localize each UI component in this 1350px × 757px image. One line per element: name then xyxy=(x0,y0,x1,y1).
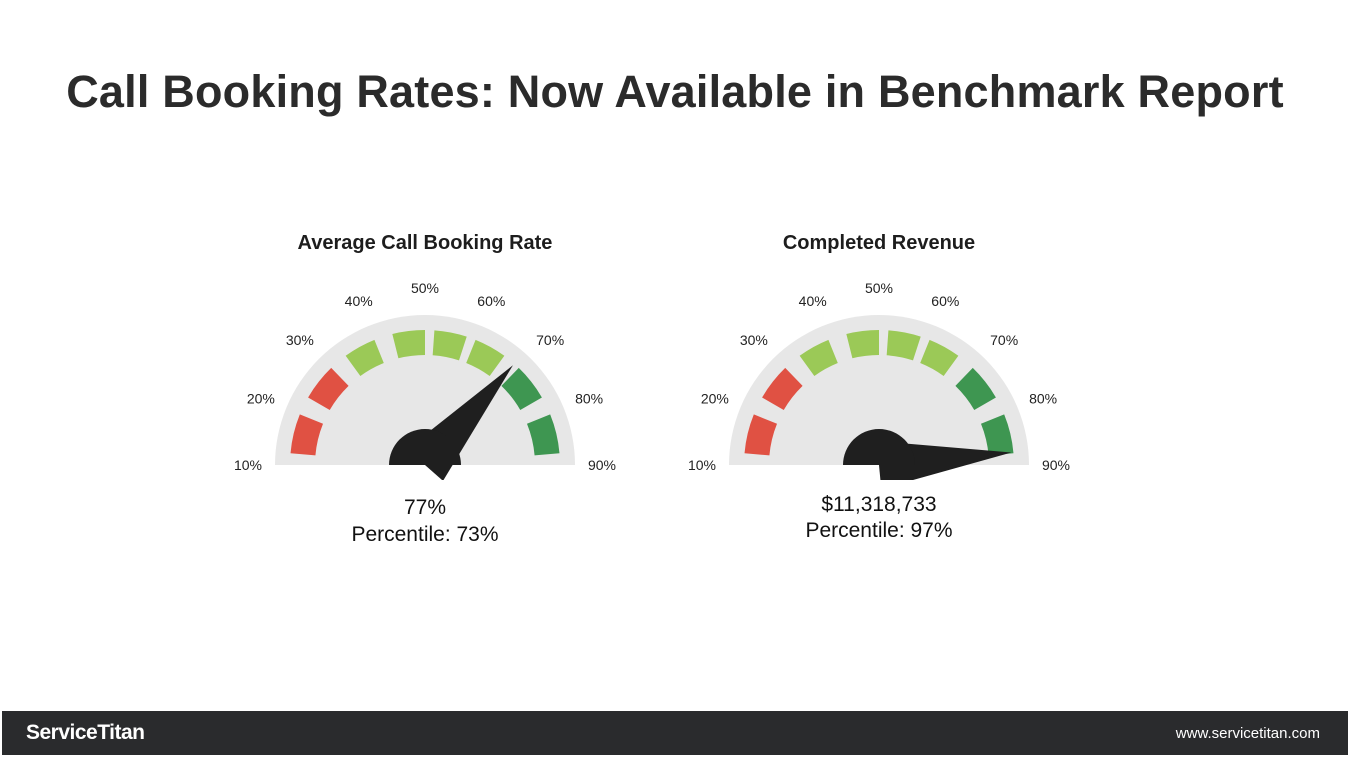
gauge-segment-3 xyxy=(345,339,384,377)
gauge-tick-label: 80% xyxy=(1029,391,1057,407)
gauge-tick-label: 10% xyxy=(688,457,716,473)
gauge-tick-label: 70% xyxy=(990,332,1018,348)
gauge-2-title: Completed Revenue xyxy=(782,232,976,254)
gauge-tick-label: 50% xyxy=(411,280,439,296)
gauge-tick-label: 20% xyxy=(247,391,275,407)
gauge-dial-background xyxy=(275,315,575,465)
gauge-tick-label: 40% xyxy=(799,293,827,309)
gauge-segment-7 xyxy=(501,367,542,410)
gauge-tick-label: 20% xyxy=(701,391,729,407)
gauge-tick-label: 90% xyxy=(1042,457,1070,473)
gauge-segment-6 xyxy=(466,339,505,377)
gauge-tick-label: 80% xyxy=(575,391,603,407)
gauge-segment-8 xyxy=(526,414,560,456)
gauge-segment-7 xyxy=(955,367,996,410)
gauge-segment-5 xyxy=(432,330,467,361)
gauge-2-value: $11,318,733 xyxy=(821,493,937,516)
gauge-tick-label: 70% xyxy=(536,332,564,348)
gauge-segment-6 xyxy=(920,339,959,377)
gauge-1-title: Average Call Booking Rate xyxy=(297,232,553,254)
gauge-segment-4 xyxy=(392,330,425,359)
gauge-segment-2 xyxy=(762,367,803,410)
gauge-segment-1 xyxy=(290,414,324,456)
gauge-hub xyxy=(389,429,461,465)
gauge-tick-label: 10% xyxy=(234,457,262,473)
gauge-segment-8 xyxy=(980,414,1014,456)
gauge-1-value: 77% xyxy=(403,496,447,519)
servicetitan-logo: ServiceTitan xyxy=(26,721,145,744)
footer-bar: ServiceTitan www.servicetitan.com xyxy=(2,711,1348,755)
gauge-tick-label: 30% xyxy=(740,332,768,348)
gauge-tick-label: 30% xyxy=(286,332,314,348)
page-title: Call Booking Rates: Now Available in Ben… xyxy=(66,66,1284,117)
gauge-dial-background xyxy=(729,315,1029,465)
gauge-1-percentile: Percentile: 73% xyxy=(351,523,499,546)
gauge-segment-5 xyxy=(886,330,921,361)
gauge-segment-3 xyxy=(799,339,838,377)
gauge-2-percentile: Percentile: 97% xyxy=(805,519,953,542)
gauge-tick-label: 50% xyxy=(865,280,893,296)
gauge-segment-1 xyxy=(744,414,778,456)
footer-url: www.servicetitan.com xyxy=(1175,725,1320,742)
gauge-segment-4 xyxy=(846,330,879,359)
gauge-tick-label: 60% xyxy=(931,293,959,309)
gauge-hub xyxy=(843,429,915,465)
gauge-tick-label: 40% xyxy=(345,293,373,309)
gauge-tick-label: 90% xyxy=(588,457,616,473)
gauge-segment-2 xyxy=(308,367,349,410)
gauge-tick-label: 60% xyxy=(477,293,505,309)
gauge-1-chart: 10% 20% 30% 40% 50% 60% 70% 80% 90% xyxy=(234,280,616,480)
gauge-2-chart: 10% 20% 30% 40% 50% 60% 70% 80% 90% xyxy=(688,280,1070,480)
